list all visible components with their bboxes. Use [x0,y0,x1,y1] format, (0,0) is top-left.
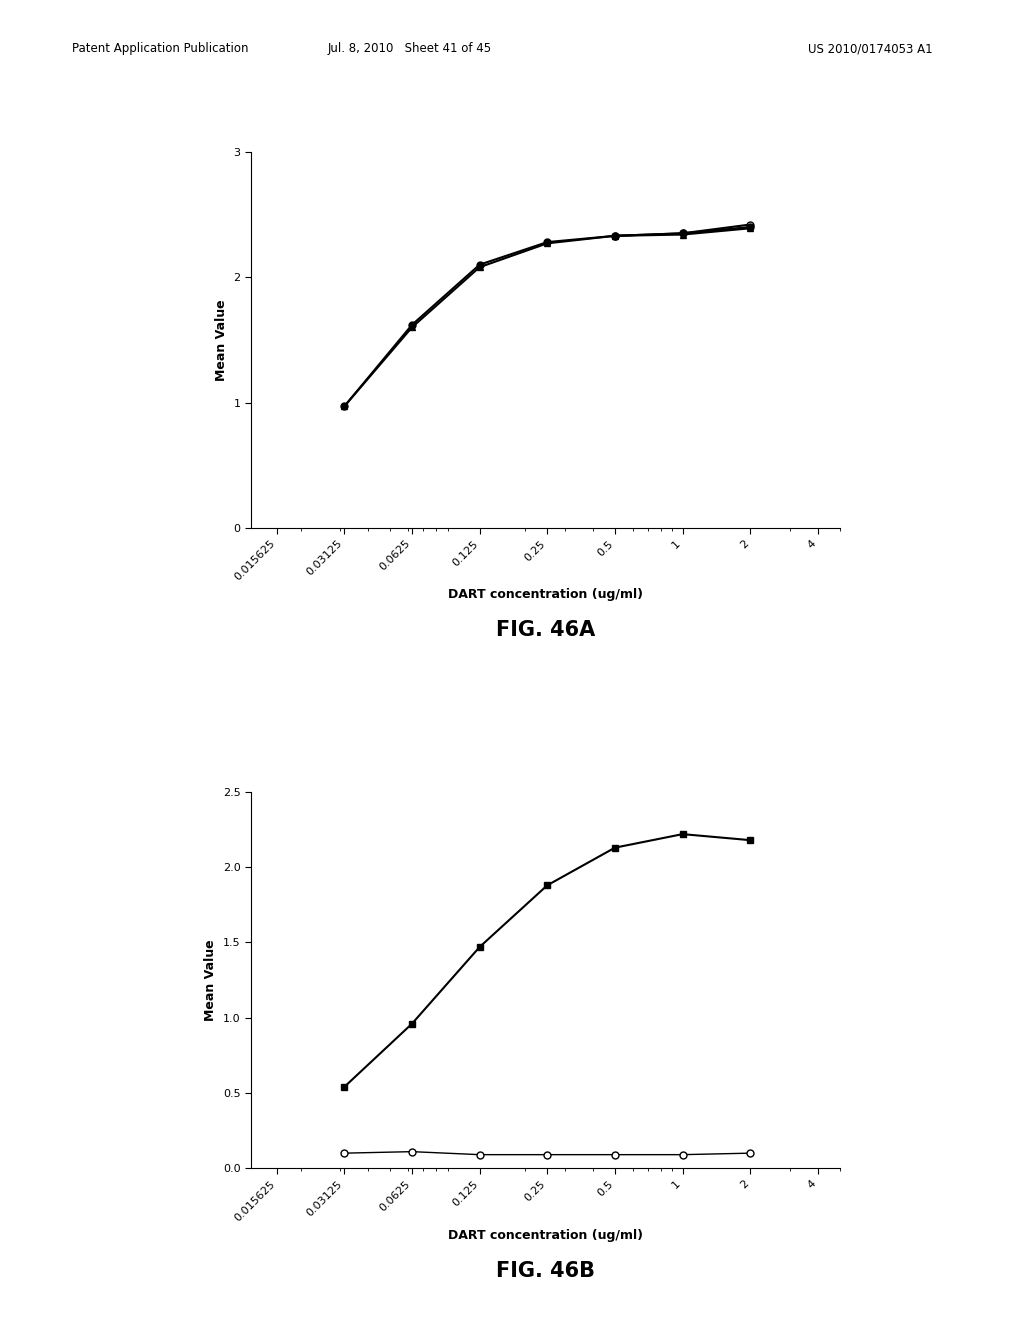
Text: US 2010/0174053 A1: US 2010/0174053 A1 [808,42,933,55]
Text: FIG. 46B: FIG. 46B [496,1261,595,1280]
X-axis label: DART concentration (ug/ml): DART concentration (ug/ml) [447,1229,643,1242]
X-axis label: DART concentration (ug/ml): DART concentration (ug/ml) [447,589,643,602]
Text: Jul. 8, 2010   Sheet 41 of 45: Jul. 8, 2010 Sheet 41 of 45 [328,42,492,55]
Text: Patent Application Publication: Patent Application Publication [72,42,248,55]
Y-axis label: Mean Value: Mean Value [215,300,227,380]
Text: FIG. 46A: FIG. 46A [496,620,595,640]
Y-axis label: Mean Value: Mean Value [204,940,217,1020]
